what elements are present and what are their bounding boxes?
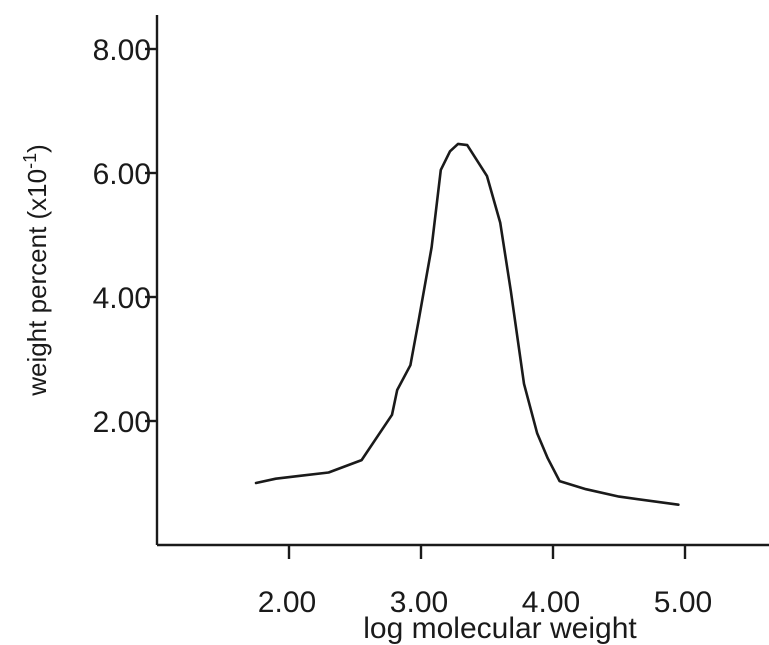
- series-layer: [254, 142, 680, 507]
- y-tick-label: 6.00: [93, 158, 151, 191]
- x-tick-label: 3.00: [390, 586, 448, 619]
- x-tick-label: 5.00: [654, 586, 712, 619]
- y-axis-title-exponent: -1: [20, 153, 40, 169]
- y-tick-label: 2.00: [93, 406, 151, 439]
- y-axis-title: weight percent (x10-1): [20, 144, 52, 397]
- x-tick-label: 4.00: [522, 586, 580, 619]
- x-axis-title: log molecular weight: [363, 612, 637, 645]
- y-ticks: 2.00 4.00 6.00 8.00: [93, 34, 157, 439]
- y-axis-title-main: weight percent (x10: [22, 169, 52, 397]
- y-axis-title-close: ): [22, 144, 52, 153]
- x-ticks: 2.00 3.00 4.00 5.00: [258, 545, 712, 619]
- y-tick-label: 4.00: [93, 282, 151, 315]
- y-tick-label: 8.00: [93, 34, 151, 67]
- x-tick-label: 2.00: [258, 586, 316, 619]
- series-line-0: [254, 142, 680, 507]
